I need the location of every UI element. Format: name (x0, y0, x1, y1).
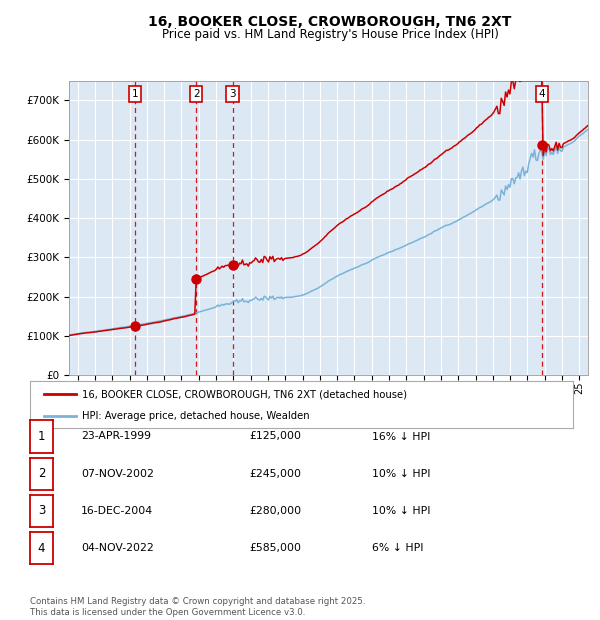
Text: £585,000: £585,000 (249, 543, 301, 553)
Text: 16, BOOKER CLOSE, CROWBOROUGH, TN6 2XT (detached house): 16, BOOKER CLOSE, CROWBOROUGH, TN6 2XT (… (82, 389, 407, 399)
Text: 4: 4 (539, 89, 545, 99)
Text: 1: 1 (131, 89, 138, 99)
Text: £245,000: £245,000 (249, 469, 301, 479)
Text: 07-NOV-2002: 07-NOV-2002 (81, 469, 154, 479)
Text: 1: 1 (38, 430, 45, 443)
Text: 10% ↓ HPI: 10% ↓ HPI (372, 506, 431, 516)
Text: 23-APR-1999: 23-APR-1999 (81, 432, 151, 441)
Text: £125,000: £125,000 (249, 432, 301, 441)
Text: 2: 2 (38, 467, 45, 480)
Text: 10% ↓ HPI: 10% ↓ HPI (372, 469, 431, 479)
Text: HPI: Average price, detached house, Wealden: HPI: Average price, detached house, Weal… (82, 411, 309, 421)
Text: 16, BOOKER CLOSE, CROWBOROUGH, TN6 2XT: 16, BOOKER CLOSE, CROWBOROUGH, TN6 2XT (148, 15, 512, 29)
Text: £280,000: £280,000 (249, 506, 301, 516)
Text: 3: 3 (229, 89, 236, 99)
Text: 04-NOV-2022: 04-NOV-2022 (81, 543, 154, 553)
Text: 3: 3 (38, 505, 45, 517)
Text: Price paid vs. HM Land Registry's House Price Index (HPI): Price paid vs. HM Land Registry's House … (161, 28, 499, 40)
Text: Contains HM Land Registry data © Crown copyright and database right 2025.
This d: Contains HM Land Registry data © Crown c… (30, 598, 365, 617)
Text: 16-DEC-2004: 16-DEC-2004 (81, 506, 153, 516)
Text: 6% ↓ HPI: 6% ↓ HPI (372, 543, 424, 553)
Text: 4: 4 (38, 542, 45, 554)
Text: 16% ↓ HPI: 16% ↓ HPI (372, 432, 430, 441)
Text: 2: 2 (193, 89, 199, 99)
